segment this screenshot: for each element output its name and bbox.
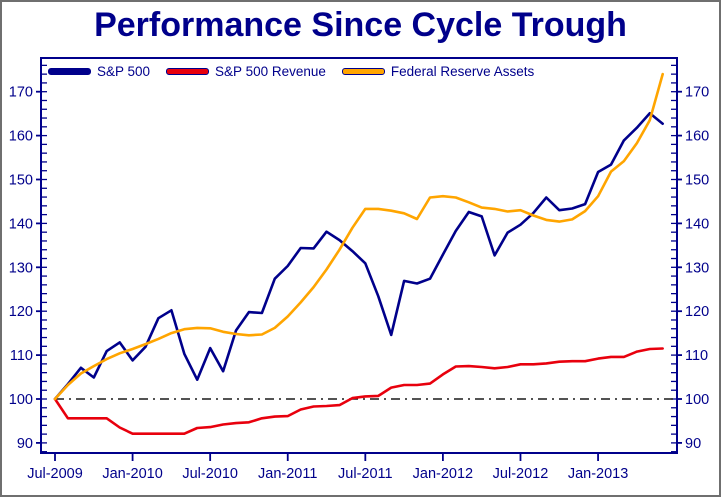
y-axis-label-right: 130 — [685, 260, 709, 276]
legend-label-sp500: S&P 500 — [97, 63, 151, 79]
x-axis-label: Jul-2011 — [338, 466, 393, 482]
y-axis-label-right: 100 — [685, 392, 709, 408]
y-axis-label-right: 120 — [685, 304, 709, 320]
legend-swatch-sp500-revenue — [166, 67, 210, 75]
y-axis-label-right: 160 — [685, 129, 709, 145]
y-axis-label-left: 170 — [9, 85, 33, 101]
y-axis-label-right: 170 — [685, 85, 709, 101]
y-axis-label-left: 150 — [9, 173, 33, 189]
y-axis-label-right: 140 — [685, 216, 709, 232]
x-axis-label: Jan-2010 — [102, 466, 162, 482]
y-axis-label-left: 130 — [9, 260, 33, 276]
y-axis-label-right: 110 — [685, 348, 708, 364]
y-axis-label-left: 90 — [17, 436, 33, 452]
legend-label-fed-assets: Federal Reserve Assets — [390, 63, 535, 79]
y-axis-label-left: 140 — [9, 216, 33, 232]
legend-swatch-sp500 — [48, 67, 91, 75]
chart-legend: S&P 500 S&P 500 Revenue Federal Reserve … — [48, 63, 550, 79]
x-axis-label: Jul-2009 — [27, 466, 83, 482]
legend-item-fed-assets: Federal Reserve Assets — [341, 63, 535, 79]
legend-item-sp500: S&P 500 — [48, 64, 150, 79]
y-axis-label-left: 120 — [9, 304, 33, 320]
chart-title: Performance Since Cycle Trough — [94, 6, 627, 44]
x-axis-label: Jan-2013 — [568, 466, 628, 482]
legend-swatch-fed-assets — [341, 67, 385, 75]
series-line-s-p-500-revenue — [53, 347, 665, 436]
x-axis-label: Jan-2011 — [258, 466, 317, 482]
y-axis-label-right: 150 — [685, 173, 709, 189]
y-axis-label-left: 160 — [9, 129, 33, 145]
legend-item-sp500-revenue: S&P 500 Revenue — [166, 64, 326, 79]
series-line-federal-reserve-assets — [53, 72, 665, 401]
x-axis-label: Jul-2012 — [493, 466, 549, 482]
legend-label-sp500-revenue: S&P 500 Revenue — [215, 63, 326, 79]
series-line-s-p-500 — [53, 111, 665, 401]
y-axis-label-left: 100 — [9, 392, 33, 408]
x-axis-label: Jul-2010 — [182, 466, 238, 482]
y-axis-label-right: 90 — [685, 436, 701, 452]
plot-border — [40, 57, 678, 454]
x-axis-label: Jan-2012 — [413, 466, 473, 482]
y-axis-label-left: 110 — [10, 348, 33, 364]
